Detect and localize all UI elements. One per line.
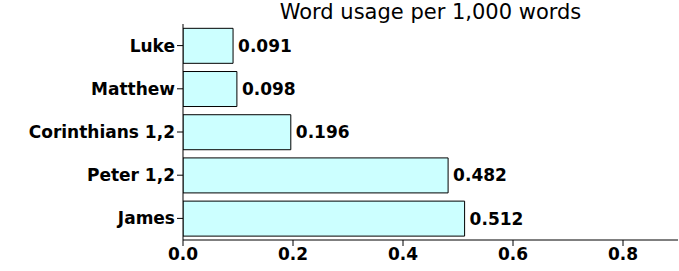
svg-text:0.6: 0.6 xyxy=(498,244,528,264)
svg-text:0.8: 0.8 xyxy=(608,244,638,264)
svg-text:0.4: 0.4 xyxy=(388,244,418,264)
svg-text:0.098: 0.098 xyxy=(242,79,296,99)
svg-text:0.196: 0.196 xyxy=(296,122,350,142)
svg-text:0.512: 0.512 xyxy=(470,209,524,229)
svg-text:Matthew: Matthew xyxy=(91,79,175,99)
svg-text:Corinthians 1,2: Corinthians 1,2 xyxy=(29,122,175,142)
svg-text:Luke: Luke xyxy=(130,36,175,56)
svg-text:0.482: 0.482 xyxy=(453,165,507,185)
svg-text:0.0: 0.0 xyxy=(168,244,198,264)
svg-text:Peter 1,2: Peter 1,2 xyxy=(87,165,175,185)
svg-text:0.2: 0.2 xyxy=(278,244,308,264)
svg-text:0.091: 0.091 xyxy=(238,36,292,56)
svg-text:James: James xyxy=(117,208,175,228)
html-text:Word usage per 1,000 words: Word usage per 1,000 words xyxy=(279,0,582,24)
